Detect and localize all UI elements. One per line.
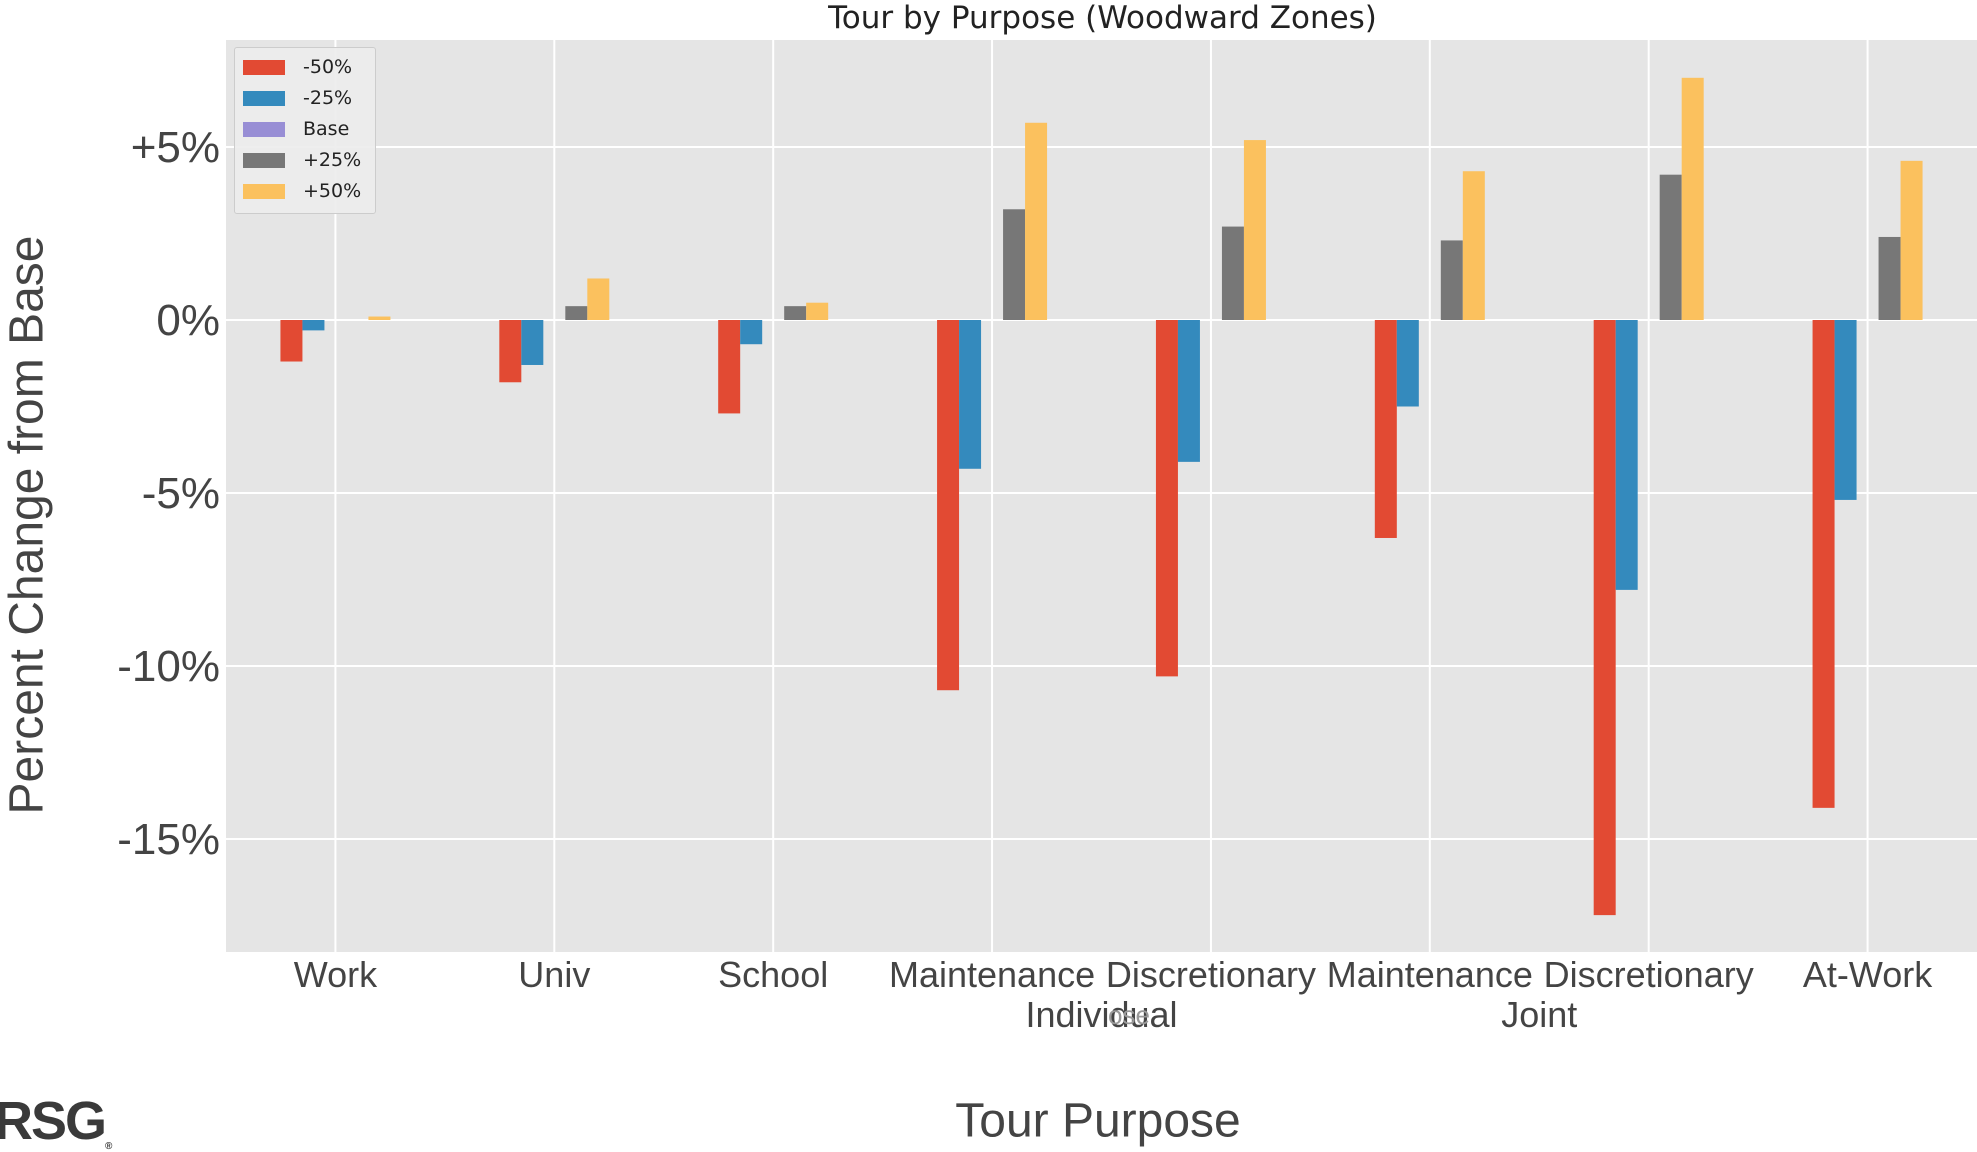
- legend-item: -50%: [243, 52, 352, 82]
- y-tick-label: +5%: [131, 123, 220, 172]
- legend-item: +50%: [243, 176, 361, 206]
- stray-axis-label: ose: [1108, 1000, 1150, 1030]
- bar: [1025, 122, 1048, 320]
- legend-label: -50%: [303, 56, 353, 78]
- axis-ticks: +5% 0% -5% -10% -15% Work Univ School Maintenanc…: [117, 123, 1933, 1035]
- bar: [587, 278, 610, 320]
- x-tick-label: Maintenance: [889, 954, 1095, 995]
- x-tick-label: Discretionary: [1106, 954, 1316, 995]
- x-tick-label: Univ: [518, 954, 590, 995]
- legend-swatch: [243, 59, 285, 75]
- chart-title: Tour by Purpose (Woodward Zones): [828, 0, 1377, 36]
- grid-lines: [226, 40, 1977, 952]
- rsg-logo: RSG®: [0, 1090, 112, 1152]
- y-tick-label: -15%: [117, 815, 220, 864]
- logo-registered-mark: ®: [105, 1141, 113, 1152]
- x-tick-label: Maintenance: [1327, 954, 1533, 995]
- bar: [959, 320, 982, 469]
- bar: [718, 320, 741, 414]
- legend-label: +50%: [303, 180, 362, 202]
- legend-item: +25%: [243, 145, 361, 175]
- x-tick-label: Discretionary: [1544, 954, 1754, 995]
- legend-label: Base: [303, 118, 350, 140]
- legend-swatch: [243, 90, 285, 106]
- bar: [1221, 226, 1244, 320]
- bar: [302, 320, 325, 331]
- bar: [1878, 236, 1901, 320]
- plot-area: [226, 40, 1977, 952]
- legend-item: -25%: [243, 83, 352, 113]
- bar: [937, 320, 960, 691]
- bar: [1615, 320, 1638, 590]
- x-axis-title: Tour Purpose: [955, 1094, 1241, 1148]
- bar: [499, 320, 522, 383]
- bar: [1593, 320, 1616, 916]
- bar: [280, 320, 303, 362]
- bar: [1462, 171, 1485, 320]
- bar: [1396, 320, 1419, 407]
- bars: [280, 77, 1923, 916]
- x-tick-label: School: [718, 954, 828, 995]
- y-tick-label: -10%: [117, 642, 220, 691]
- legend-swatch: [243, 183, 285, 199]
- category-group-label: Joint: [1501, 994, 1577, 1035]
- bar: [1374, 320, 1397, 538]
- bar: [740, 320, 763, 345]
- legend-label: -25%: [303, 87, 353, 109]
- y-tick-label: 0%: [156, 296, 220, 345]
- y-axis-title: Percent Change from Base: [0, 235, 54, 815]
- bar: [1177, 320, 1200, 462]
- x-tick-label: At-Work: [1803, 954, 1933, 995]
- legend: -50% -25% Base +25% +50%: [234, 47, 376, 214]
- bar: [1155, 320, 1178, 677]
- bar: [1440, 240, 1463, 320]
- logo-text: RSG: [0, 1091, 107, 1151]
- bar: [806, 302, 829, 320]
- bar: [565, 306, 588, 320]
- bar: [1812, 320, 1835, 808]
- bar: [368, 316, 391, 320]
- bar: [784, 306, 807, 320]
- bar: [1243, 140, 1266, 320]
- bar: [1003, 209, 1026, 320]
- legend-label: +25%: [303, 149, 362, 171]
- legend-item: Base: [243, 114, 349, 144]
- y-tick-label: -5%: [142, 469, 220, 518]
- bar: [1900, 160, 1923, 320]
- category-group-label: Individual: [1025, 994, 1177, 1035]
- x-tick-label: Work: [294, 954, 378, 995]
- bar: [1681, 77, 1704, 320]
- bar: [521, 320, 544, 365]
- bar: [1834, 320, 1857, 500]
- legend-swatch: [243, 152, 285, 168]
- bar: [1659, 174, 1682, 320]
- legend-swatch: [243, 121, 285, 137]
